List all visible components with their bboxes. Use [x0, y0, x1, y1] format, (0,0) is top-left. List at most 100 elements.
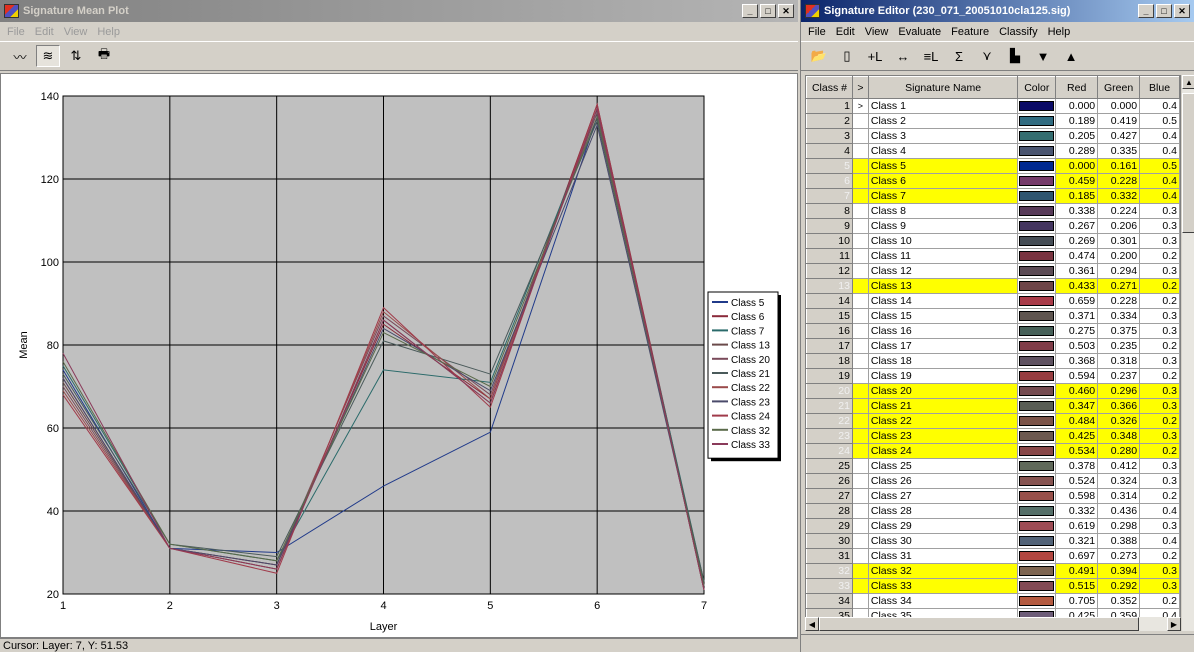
- color-swatch[interactable]: [1019, 416, 1055, 426]
- color-cell[interactable]: [1017, 263, 1057, 279]
- class-number-cell[interactable]: 10: [806, 233, 853, 249]
- blue-value-cell[interactable]: 0.4: [1139, 188, 1180, 204]
- red-value-cell[interactable]: 0.332: [1055, 503, 1099, 519]
- red-value-cell[interactable]: 0.189: [1055, 113, 1099, 129]
- green-value-cell[interactable]: 0.296: [1097, 383, 1141, 399]
- color-cell[interactable]: [1017, 98, 1057, 114]
- blue-value-cell[interactable]: 0.3: [1139, 203, 1180, 219]
- menu-help[interactable]: Help: [97, 25, 120, 38]
- scroll-right-icon[interactable]: ▶: [1167, 617, 1181, 631]
- green-value-cell[interactable]: 0.280: [1097, 443, 1141, 459]
- class-number-cell[interactable]: 27: [806, 488, 853, 504]
- red-value-cell[interactable]: 0.267: [1055, 218, 1099, 234]
- color-cell[interactable]: [1017, 368, 1057, 384]
- color-swatch[interactable]: [1019, 251, 1055, 261]
- red-value-cell[interactable]: 0.000: [1055, 98, 1099, 114]
- current-marker-cell[interactable]: [851, 263, 869, 279]
- table-row[interactable]: 13 Class 13 0.433 0.271 0.2: [806, 278, 1180, 294]
- red-value-cell[interactable]: 0.659: [1055, 293, 1099, 309]
- open-folder-icon[interactable]: 📂: [810, 48, 828, 63]
- signature-name-cell[interactable]: Class 16: [867, 323, 1019, 339]
- table-row[interactable]: 18 Class 18 0.368 0.318 0.3: [806, 353, 1180, 369]
- move-down-icon[interactable]: ▼: [1036, 48, 1050, 64]
- current-marker-cell[interactable]: [851, 188, 869, 204]
- table-row[interactable]: 8 Class 8 0.338 0.224 0.3: [806, 203, 1180, 219]
- red-value-cell[interactable]: 0.205: [1055, 128, 1099, 144]
- green-value-cell[interactable]: 0.228: [1097, 173, 1141, 189]
- current-marker-cell[interactable]: [851, 173, 869, 189]
- multiple-mean-lines-icon[interactable]: ≋: [36, 45, 60, 67]
- plot-title-bar[interactable]: Signature Mean Plot _ □ ✕: [0, 0, 798, 22]
- scroll-up-icon[interactable]: ▲: [1182, 75, 1194, 89]
- class-number-cell[interactable]: 25: [806, 458, 853, 474]
- blue-value-cell[interactable]: 0.3: [1139, 458, 1180, 474]
- red-value-cell[interactable]: 0.289: [1055, 143, 1099, 159]
- signature-name-cell[interactable]: Class 28: [867, 503, 1019, 519]
- color-cell[interactable]: [1017, 338, 1057, 354]
- class-number-cell[interactable]: 26: [806, 473, 853, 489]
- green-value-cell[interactable]: 0.335: [1097, 143, 1141, 159]
- blue-value-cell[interactable]: 0.3: [1139, 323, 1180, 339]
- table-row[interactable]: 26 Class 26 0.524 0.324 0.3: [806, 473, 1180, 489]
- current-marker-cell[interactable]: [851, 548, 869, 564]
- column-header-red[interactable]: Red: [1055, 76, 1099, 99]
- green-value-cell[interactable]: 0.412: [1097, 458, 1141, 474]
- current-marker-cell[interactable]: [851, 218, 869, 234]
- red-value-cell[interactable]: 0.705: [1055, 593, 1099, 609]
- signature-name-cell[interactable]: Class 5: [867, 158, 1019, 174]
- color-swatch[interactable]: [1019, 146, 1055, 156]
- class-number-cell[interactable]: 34: [806, 593, 853, 609]
- current-marker-cell[interactable]: [851, 278, 869, 294]
- green-value-cell[interactable]: 0.294: [1097, 263, 1141, 279]
- menu-edit[interactable]: Edit: [835, 25, 855, 38]
- current-marker-cell[interactable]: [851, 113, 869, 129]
- color-cell[interactable]: [1017, 458, 1057, 474]
- green-value-cell[interactable]: 0.394: [1097, 563, 1141, 579]
- blue-value-cell[interactable]: 0.3: [1139, 518, 1180, 534]
- table-row[interactable]: 33 Class 33 0.515 0.292 0.3: [806, 578, 1180, 594]
- signature-name-cell[interactable]: Class 15: [867, 308, 1019, 324]
- class-number-cell[interactable]: 20: [806, 383, 853, 399]
- color-cell[interactable]: [1017, 203, 1057, 219]
- menu-help[interactable]: Help: [1047, 25, 1071, 38]
- signature-name-cell[interactable]: Class 32: [867, 563, 1019, 579]
- color-swatch[interactable]: [1019, 236, 1055, 246]
- signature-name-cell[interactable]: Class 33: [867, 578, 1019, 594]
- blue-value-cell[interactable]: 0.3: [1139, 428, 1180, 444]
- signature-name-cell[interactable]: Class 23: [867, 428, 1019, 444]
- blue-value-cell[interactable]: 0.3: [1139, 563, 1180, 579]
- current-marker-cell[interactable]: [851, 368, 869, 384]
- green-value-cell[interactable]: 0.427: [1097, 128, 1141, 144]
- current-marker-cell[interactable]: [851, 158, 869, 174]
- table-row[interactable]: 2 Class 2 0.189 0.419 0.5: [806, 113, 1180, 129]
- signature-name-cell[interactable]: Class 14: [867, 293, 1019, 309]
- minimize-button[interactable]: _: [1138, 4, 1154, 18]
- new-document-icon[interactable]: ▯: [843, 48, 851, 63]
- scroll-thumb[interactable]: [1182, 93, 1194, 233]
- color-swatch[interactable]: [1019, 326, 1055, 336]
- color-cell[interactable]: [1017, 173, 1057, 189]
- color-swatch[interactable]: [1019, 521, 1055, 531]
- color-cell[interactable]: [1017, 188, 1057, 204]
- horizontal-scroll-thumb[interactable]: [819, 617, 1139, 631]
- color-swatch[interactable]: [1019, 131, 1055, 141]
- class-number-cell[interactable]: 9: [806, 218, 853, 234]
- class-number-cell[interactable]: 23: [806, 428, 853, 444]
- red-value-cell[interactable]: 0.000: [1055, 158, 1099, 174]
- green-value-cell[interactable]: 0.352: [1097, 593, 1141, 609]
- mean-plot-icon[interactable]: ⋎: [982, 48, 992, 63]
- signature-name-cell[interactable]: Class 13: [867, 278, 1019, 294]
- table-row[interactable]: 14 Class 14 0.659 0.228 0.2: [806, 293, 1180, 309]
- color-swatch[interactable]: [1019, 281, 1055, 291]
- table-row[interactable]: 21 Class 21 0.347 0.366 0.3: [806, 398, 1180, 414]
- color-cell[interactable]: [1017, 323, 1057, 339]
- color-swatch[interactable]: [1019, 311, 1055, 321]
- table-row[interactable]: 31 Class 31 0.697 0.273 0.2: [806, 548, 1180, 564]
- class-number-cell[interactable]: 18: [806, 353, 853, 369]
- green-value-cell[interactable]: 0.388: [1097, 533, 1141, 549]
- color-cell[interactable]: [1017, 398, 1057, 414]
- red-value-cell[interactable]: 0.321: [1055, 533, 1099, 549]
- color-swatch[interactable]: [1019, 191, 1055, 201]
- signature-name-cell[interactable]: Class 31: [867, 548, 1019, 564]
- class-number-cell[interactable]: 5: [806, 158, 853, 174]
